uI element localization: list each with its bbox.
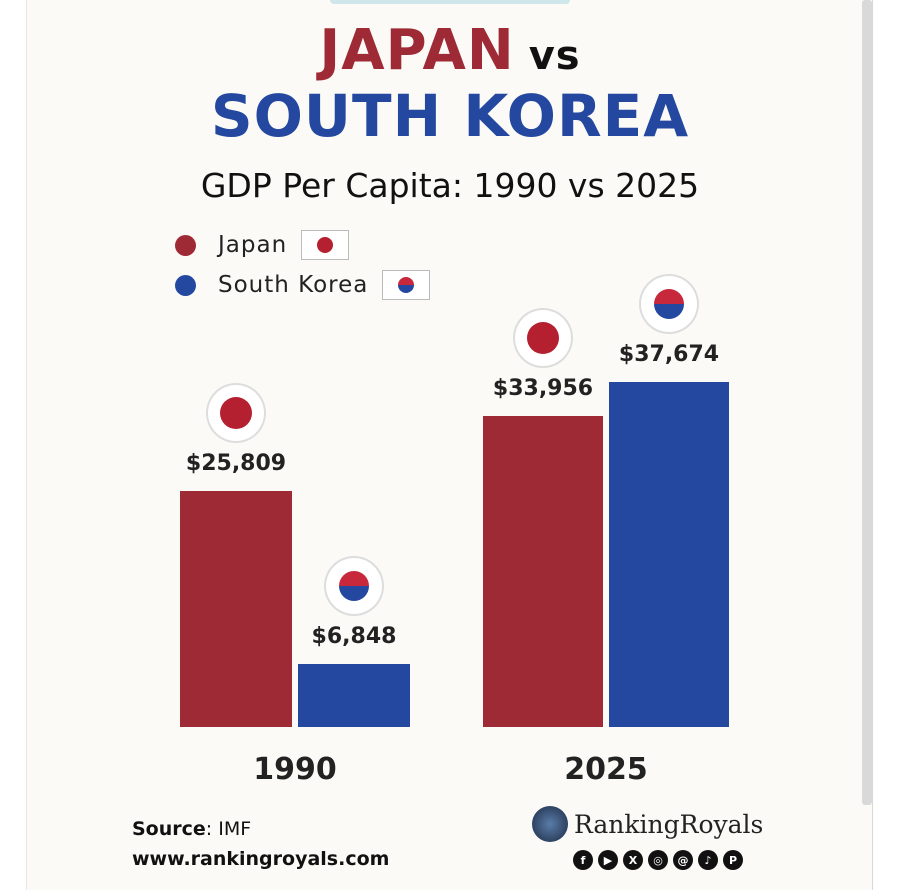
japan-flag-icon (301, 230, 350, 260)
title-japan: JAPAN (319, 18, 515, 83)
japan-flag-icon (515, 310, 571, 367)
legend-item-japan: Japan (175, 230, 350, 260)
x-icon[interactable]: X (623, 850, 643, 870)
bar-japan-1990 (180, 490, 292, 727)
bar-south-korea-2025 (609, 382, 729, 727)
instagram-icon[interactable]: ◎ (648, 850, 668, 870)
japan-flag-icon (208, 384, 264, 441)
legend-label: South Korea (218, 272, 369, 298)
bar-south-korea-1990 (298, 664, 410, 727)
brand-logo-icon (532, 806, 568, 842)
legend-dot-blue (175, 274, 196, 296)
x-tick-label: 2025 (564, 752, 648, 787)
x-tick-label: 1990 (253, 752, 337, 787)
youtube-icon[interactable]: ▶ (598, 850, 618, 870)
tiktok-icon[interactable]: ♪ (698, 850, 718, 870)
data-label: $33,956 (492, 376, 594, 402)
south-korea-flag-icon (326, 558, 382, 615)
source-value: : IMF (205, 818, 252, 840)
brand: RankingRoyals (532, 806, 763, 842)
infographic-card (26, 0, 873, 890)
title-line-2: SOUTH KOREA (210, 82, 690, 150)
facebook-icon[interactable]: f (573, 850, 593, 870)
title-vs: vs (528, 33, 581, 79)
top-decoration (330, 0, 570, 4)
source-note: Source: IMF (132, 818, 251, 840)
south-korea-flag-icon (382, 270, 431, 300)
bar-japan-2025 (483, 416, 603, 727)
threads-icon[interactable]: @ (673, 850, 693, 870)
data-label: $25,809 (185, 450, 287, 476)
pinterest-icon[interactable]: P (723, 850, 743, 870)
legend-dot-red (175, 234, 196, 256)
data-label: $6,848 (311, 624, 397, 650)
legend-label: Japan (218, 232, 288, 258)
scrollbar[interactable] (862, 0, 872, 805)
legend-item-south-korea: South Korea (175, 270, 431, 300)
source-label: Source (132, 818, 206, 840)
brand-name: RankingRoyals (574, 809, 764, 839)
social-icons: f ▶ X ◎ @ ♪ P (573, 850, 743, 870)
data-label: $37,674 (618, 342, 720, 367)
title-line-1: JAPAN vs (0, 18, 900, 83)
south-korea-flag-icon (641, 276, 697, 332)
chart-subtitle: GDP Per Capita: 1990 vs 2025 (200, 166, 700, 205)
website-url[interactable]: www.rankingroyals.com (132, 848, 390, 870)
